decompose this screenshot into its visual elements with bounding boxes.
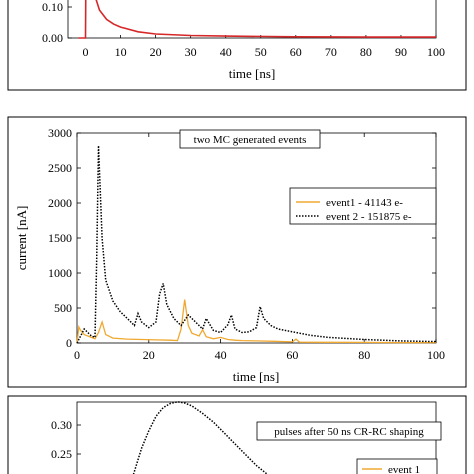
panel-1-plot-area [67, 0, 437, 39]
panel-2-series-event2-line [76, 145, 437, 344]
panel-2-y-tick-label: 2000 [48, 196, 72, 210]
panel-2-x-axis-label: time [ns] [233, 369, 280, 384]
panel-2-y-tick-label: 1000 [48, 266, 72, 280]
panel-2-frame [7, 116, 467, 388]
panel-3-y-tick-label: 0.30 [51, 418, 72, 432]
panel-1-x-tick-label: 90 [395, 45, 407, 59]
panel-2-y-tick-label: 500 [54, 301, 72, 315]
panel-2-x-tick-label: 60 [286, 348, 298, 362]
panel-3-legend-box [356, 458, 438, 474]
panel-2-legend: event1 - 41143 e- event 2 - 151875 e- [289, 187, 437, 225]
panel-2-title-box [179, 129, 321, 149]
panel-3-series-dotted-line [132, 401, 269, 474]
panel-3-title: pulses after 50 ns CR-RC shaping [274, 426, 424, 438]
panel-3-title-box [256, 421, 442, 441]
panel-1-y-tick-label: 0.00 [42, 31, 63, 45]
panel-2-legend-label-event2: event 2 - 151875 e- [326, 211, 412, 223]
panel-3-legend: event 1 [356, 458, 438, 474]
panel-2-x-tick-label: 40 [215, 348, 227, 362]
panel-3-y-tick-label: 0.25 [51, 447, 72, 461]
panel-3-chart: 0.30 0.25 pulses after 50 ns CR-RC shapin… [51, 401, 442, 474]
panel-2-title: two MC generated events [194, 134, 307, 146]
panel-2-y-axis-label: current [nA] [14, 206, 29, 271]
panel-2-x-tick-label: 80 [358, 348, 370, 362]
panel-1-x-tick-label: 70 [325, 45, 337, 59]
panel-1-x-tick-label: 60 [290, 45, 302, 59]
panel-2-x-tick-label: 100 [427, 348, 445, 362]
panel-2-y-tick-label: 2500 [48, 161, 72, 175]
panel-2-y-tick-label: 1500 [48, 231, 72, 245]
panel-3-frame [7, 395, 467, 474]
panel-3-plot-area [76, 401, 437, 474]
panel-1-x-tick-label: 40 [220, 45, 232, 59]
panel-2-y-tick-label: 0 [66, 336, 72, 350]
panel-2-x-tick-label: 20 [143, 348, 155, 362]
panel-2-y-tick-label: 3000 [48, 126, 72, 140]
panel-1-x-tick-label: 80 [360, 45, 372, 59]
panel-2-x-tick-label: 0 [74, 348, 80, 362]
panel-2-legend-box [289, 187, 437, 225]
panel-1-x-axis-label: time [ns] [229, 66, 276, 81]
panel-1-x-tick-label: 0 [83, 45, 89, 59]
panel-1-frame [7, 0, 467, 91]
panel-2-series-event1-line [76, 299, 436, 344]
panel-1-series-line [78, 0, 436, 39]
panel-2-chart: 0 20 40 60 80 100 0 500 1000 1500 2000 2500 3000 tw… [14, 126, 445, 384]
panel-3-legend-label-event1: event 1 [388, 464, 420, 474]
panel-2-plot-area [76, 132, 437, 344]
panel-2-legend-label-event1: event1 - 41143 e- [326, 197, 403, 209]
panel-1-x-tick-label: 50 [255, 45, 267, 59]
panel-1-y-tick-label: 0.10 [42, 0, 63, 14]
panel-1-x-tick-label: 30 [185, 45, 197, 59]
panel-1-chart: 0 10 20 30 40 50 60 70 80 90 100 0.00 0.10 time [ns… [42, 0, 445, 81]
panel-1-x-tick-label: 20 [150, 45, 162, 59]
panel-1-x-tick-label: 10 [115, 45, 127, 59]
panel-1-x-tick-label: 100 [427, 45, 445, 59]
